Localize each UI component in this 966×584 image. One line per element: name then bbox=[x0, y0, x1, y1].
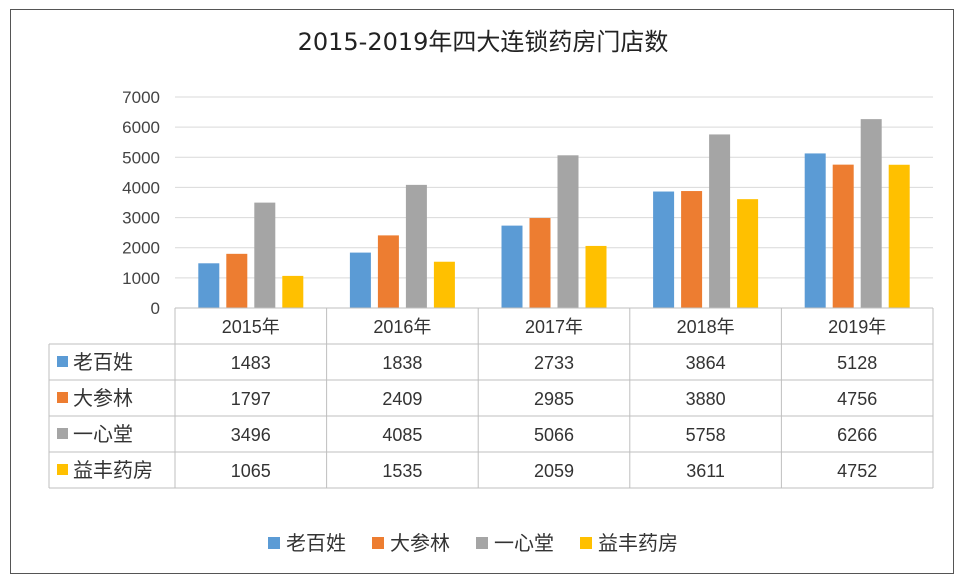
x-tick-label: 2016年 bbox=[373, 317, 431, 337]
y-axis: 0 1000 2000 3000 4000 5000 6000 7000 bbox=[122, 88, 160, 318]
y-tick-label: 7000 bbox=[122, 88, 160, 107]
y-tick-label: 2000 bbox=[122, 239, 160, 258]
legend-swatch bbox=[268, 537, 280, 549]
bar-3-2 bbox=[405, 184, 427, 308]
bar-3-5 bbox=[860, 119, 882, 309]
bars bbox=[198, 119, 910, 309]
bar-2-1 bbox=[226, 253, 248, 308]
bar-2-2 bbox=[377, 235, 399, 308]
legend-label: 益丰药房 bbox=[598, 531, 678, 555]
data-label: 2409 bbox=[382, 389, 422, 409]
bar-2-4 bbox=[681, 191, 703, 308]
data-label: 2733 bbox=[534, 353, 574, 373]
bar-3-4 bbox=[709, 134, 731, 308]
row-swatch bbox=[57, 356, 68, 367]
row-swatch bbox=[57, 428, 68, 439]
bar-1-4 bbox=[653, 191, 675, 308]
bar-4-5 bbox=[888, 164, 910, 308]
data-label: 1838 bbox=[382, 353, 422, 373]
chart-frame bbox=[10, 9, 954, 574]
bar-3-1 bbox=[254, 202, 276, 308]
row-label: 益丰药房 bbox=[73, 458, 153, 482]
bar-4-2 bbox=[433, 261, 455, 308]
chart-title: 2015-2019年四大连锁药房门店数 bbox=[298, 28, 669, 56]
data-label: 4752 bbox=[837, 461, 877, 481]
data-label: 6266 bbox=[837, 425, 877, 445]
bar-1-5 bbox=[804, 153, 826, 308]
y-tick-label: 0 bbox=[151, 299, 160, 318]
bar-4-4 bbox=[737, 199, 759, 308]
data-label: 1535 bbox=[382, 461, 422, 481]
bar-1-3 bbox=[501, 225, 523, 308]
data-label: 5128 bbox=[837, 353, 877, 373]
row-label: 一心堂 bbox=[73, 422, 133, 446]
legend-label: 老百姓 bbox=[286, 531, 346, 555]
data-label: 3880 bbox=[686, 389, 726, 409]
bar-4-1 bbox=[282, 275, 304, 308]
bar-1-2 bbox=[349, 252, 371, 308]
legend: 老百姓 大参林 一心堂 益丰药房 bbox=[268, 531, 678, 555]
legend-swatch bbox=[372, 537, 384, 549]
data-label: 1483 bbox=[231, 353, 271, 373]
x-tick-label: 2017年 bbox=[525, 317, 583, 337]
data-label: 5066 bbox=[534, 425, 574, 445]
legend-swatch bbox=[476, 537, 488, 549]
legend-swatch bbox=[580, 537, 592, 549]
data-label: 4085 bbox=[382, 425, 422, 445]
row-label: 大参林 bbox=[73, 386, 133, 410]
y-tick-label: 5000 bbox=[122, 148, 160, 167]
data-label: 1065 bbox=[231, 461, 271, 481]
legend-label: 大参林 bbox=[390, 531, 450, 555]
bar-3-3 bbox=[557, 155, 579, 308]
bar-1-1 bbox=[198, 263, 220, 308]
x-tick-label: 2019年 bbox=[828, 317, 886, 337]
x-tick-label: 2015年 bbox=[222, 317, 280, 337]
bar-4-3 bbox=[585, 245, 607, 308]
y-tick-label: 1000 bbox=[122, 269, 160, 288]
data-label: 2059 bbox=[534, 461, 574, 481]
y-tick-label: 3000 bbox=[122, 209, 160, 228]
y-tick-label: 4000 bbox=[122, 178, 160, 197]
row-swatch bbox=[57, 392, 68, 403]
data-label: 1797 bbox=[231, 389, 271, 409]
legend-label: 一心堂 bbox=[494, 531, 554, 555]
data-label: 3611 bbox=[686, 461, 725, 481]
data-label: 3864 bbox=[686, 353, 726, 373]
data-label: 5758 bbox=[686, 425, 726, 445]
bar-2-3 bbox=[529, 218, 551, 308]
data-label: 3496 bbox=[231, 425, 271, 445]
row-label: 老百姓 bbox=[73, 350, 133, 374]
x-tick-label: 2018年 bbox=[677, 317, 735, 337]
row-swatch bbox=[57, 464, 68, 475]
data-label: 4756 bbox=[837, 389, 877, 409]
bar-2-5 bbox=[832, 164, 854, 308]
data-label: 2985 bbox=[534, 389, 574, 409]
y-tick-label: 6000 bbox=[122, 118, 160, 137]
